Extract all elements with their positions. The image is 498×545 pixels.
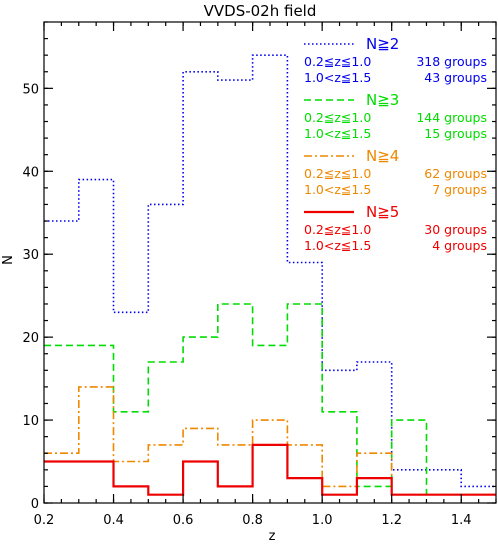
legend-group-count: 15 groups xyxy=(424,126,487,141)
x-tick-label: 0.4 xyxy=(103,513,124,528)
legend-series-name: N≧3 xyxy=(366,91,399,109)
legend-z-range: 0.2≦z≦1.0 xyxy=(304,110,371,125)
x-tick-label: 0.2 xyxy=(34,513,55,528)
legend-z-range: 1.0<z≦1.5 xyxy=(304,238,371,253)
legend-series-name: N≧4 xyxy=(366,147,399,165)
axes-layer: 0.2 0.4 0.6 0.8 1.0 1.2 1.4 0 10 20 30 40 50 xyxy=(22,21,497,528)
legend-z-range: 0.2≦z≦1.0 xyxy=(304,166,371,181)
legend-z-range: 1.0<z≦1.5 xyxy=(304,126,371,141)
legend-group-count: 7 groups xyxy=(432,182,487,197)
legend-z-range: 1.0<z≦1.5 xyxy=(304,182,371,197)
x-axis-title: z xyxy=(269,529,276,544)
legend-z-range: 1.0<z≦1.5 xyxy=(304,70,371,85)
x-tick-label: 0.6 xyxy=(173,513,194,528)
y-tick-label: 10 xyxy=(22,414,39,429)
legend-group-count: 62 groups xyxy=(424,166,487,181)
series-line-2 xyxy=(44,303,496,496)
x-tick-label: 0.8 xyxy=(242,513,263,528)
legend-z-range: 0.2≦z≦1.0 xyxy=(304,54,371,69)
plot-frame xyxy=(43,21,497,504)
y-tick-label: 50 xyxy=(22,82,39,97)
legend-group-count: 30 groups xyxy=(424,222,487,237)
y-tick-label: 20 xyxy=(22,331,39,346)
series-line-1 xyxy=(44,54,496,488)
legend-series-name: N≧5 xyxy=(366,203,399,221)
chart-title: VVDS-02h field xyxy=(204,2,317,20)
x-tick-label: 1.4 xyxy=(451,513,472,528)
legend-group-count: 318 groups xyxy=(416,54,487,69)
y-tick-label: 30 xyxy=(22,248,39,263)
series-layer xyxy=(44,54,496,496)
legend-z-range: 0.2≦z≦1.0 xyxy=(304,222,371,237)
series-line-4 xyxy=(44,443,496,496)
legend-group-count: 4 groups xyxy=(432,238,487,253)
x-tick-label: 1.0 xyxy=(312,513,333,528)
y-axis-title: N xyxy=(1,255,16,265)
legend-series-name: N≧2 xyxy=(366,35,399,53)
legend-group-count: 43 groups xyxy=(424,70,487,85)
series-line-3 xyxy=(44,386,496,496)
legend-group-count: 144 groups xyxy=(416,110,487,125)
y-tick-label: 40 xyxy=(22,165,39,180)
x-tick-label: 1.2 xyxy=(381,513,402,528)
y-tick-label: 0 xyxy=(31,497,39,512)
